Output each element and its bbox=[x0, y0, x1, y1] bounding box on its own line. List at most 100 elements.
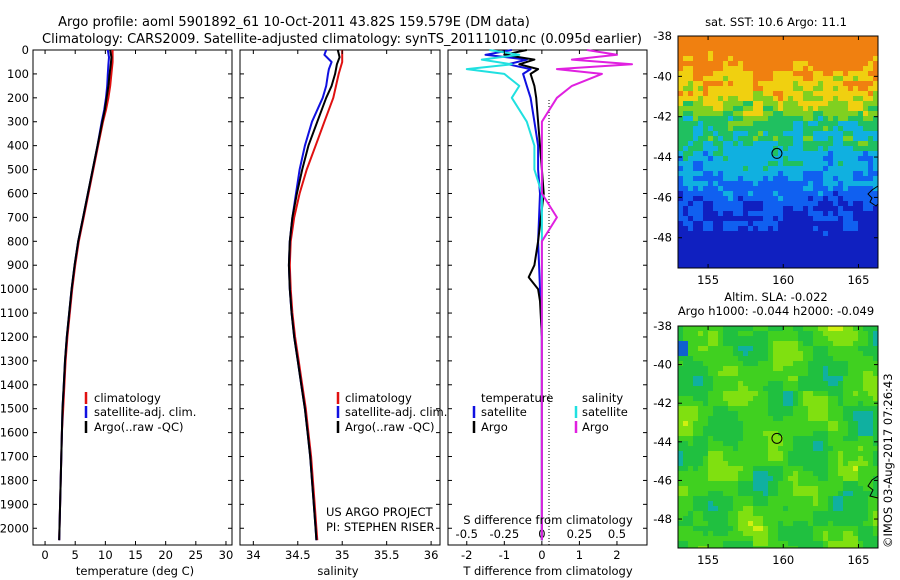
depth-tick-label: 400 bbox=[7, 139, 29, 153]
title-line-2: Climatology: CARS2009. Satellite-adjuste… bbox=[42, 32, 642, 47]
x-tick-label: 34.5 bbox=[285, 548, 311, 562]
depth-tick-label: 1200 bbox=[0, 330, 29, 344]
lat-tick-label: -48 bbox=[653, 231, 672, 245]
temperature-legend: climatology satellite-adj. clim. Argo(..… bbox=[84, 391, 196, 434]
lat-tick-label: -46 bbox=[653, 190, 672, 204]
t-difference-axis-label: T difference from climatology bbox=[462, 564, 633, 578]
lat-tick-label: -44 bbox=[653, 150, 672, 164]
s-tick-label: 0.5 bbox=[608, 527, 626, 541]
legend-argo-raw: Argo(..raw -QC) bbox=[94, 420, 184, 434]
salinity-tick-labels: 34 34.5 35 35.5 36 bbox=[246, 548, 438, 562]
depth-tick-label: 1000 bbox=[0, 282, 29, 296]
lon-tick-label: 160 bbox=[772, 273, 794, 287]
legend-satellite-adj: satellite-adj. clim. bbox=[94, 405, 196, 419]
x-tick-label: -1 bbox=[499, 548, 510, 562]
s-tick-label: 0.25 bbox=[567, 527, 593, 541]
x-tick-label: 0 bbox=[538, 548, 545, 562]
depth-tick-label: 1500 bbox=[0, 402, 29, 416]
depth-tick-label: 2000 bbox=[0, 521, 29, 535]
legend-s-satellite: satellite bbox=[582, 405, 628, 419]
salinity-axis-label: salinity bbox=[317, 564, 358, 578]
temperature-axis-label: temperature (deg C) bbox=[76, 564, 194, 578]
x-tick-label: 35 bbox=[335, 548, 350, 562]
difference-panel: -2 -1 0 1 2 -0.5 -0.25 0 0.25 0.5 S difference f… bbox=[447, 49, 648, 578]
depth-tick-label: 1900 bbox=[0, 497, 29, 511]
sst-lon-labels: 155 160 165 bbox=[697, 36, 869, 287]
s-difference-tick-labels: -0.5 -0.25 0 0.25 0.5 bbox=[456, 527, 627, 541]
series-line-salinity-satellite bbox=[465, 49, 543, 541]
coastline bbox=[867, 475, 879, 499]
salinity-legend: climatology satellite-adj. clim. Argo(..… bbox=[336, 391, 447, 434]
legend-t-satellite: satellite bbox=[481, 405, 527, 419]
x-tick-label: 2 bbox=[613, 548, 620, 562]
x-tick-label: 36 bbox=[424, 548, 439, 562]
depth-tick-label: 1300 bbox=[0, 354, 29, 368]
lat-tick-label: -40 bbox=[653, 358, 672, 372]
depth-tick-labels: 0 100 200 300 400 500 600 700 800 900 1000 1100 1200… bbox=[0, 43, 29, 535]
depth-tick-label: 700 bbox=[7, 210, 29, 224]
series-line-temperature-satellite bbox=[484, 49, 543, 541]
x-tick-label: 1 bbox=[576, 548, 583, 562]
depth-tick-label: 800 bbox=[7, 234, 29, 248]
x-tick-label: 5 bbox=[72, 548, 79, 562]
sla-map-title: Altim. SLA: -0.022 bbox=[724, 290, 828, 304]
sla-heatmap bbox=[678, 326, 878, 548]
sla-lon-labels: 155 160 165 bbox=[697, 326, 869, 567]
depth-tick-label: 100 bbox=[7, 67, 29, 81]
lat-tick-label: -42 bbox=[653, 396, 672, 410]
legend-climatology: climatology bbox=[345, 391, 412, 405]
project-credit: US ARGO PROJECT bbox=[326, 505, 434, 519]
salinity-panel: 34 34.5 35 35.5 36 salinity climatology sate… bbox=[239, 49, 447, 578]
lat-tick-label: -48 bbox=[653, 512, 672, 526]
imos-credit: ©IMOS 03-Aug-2017 07:26:43 bbox=[881, 373, 895, 548]
depth-tick-label: 900 bbox=[7, 258, 29, 272]
series-line-temperature-argo bbox=[503, 49, 545, 541]
lon-tick-label: 155 bbox=[697, 273, 719, 287]
salinity-lines bbox=[287, 49, 344, 541]
x-tick-label: 34 bbox=[246, 548, 261, 562]
sst-map-title: sat. SST: 10.6 Argo: 11.1 bbox=[705, 15, 847, 29]
lon-tick-label: 160 bbox=[772, 553, 794, 567]
depth-tick-label: 1800 bbox=[0, 473, 29, 487]
lat-tick-label: -38 bbox=[653, 29, 672, 43]
s-difference-axis-label: S difference from climatology bbox=[463, 513, 633, 527]
lat-tick-label: -46 bbox=[653, 473, 672, 487]
x-tick-label: 0 bbox=[41, 548, 48, 562]
title-line-1: Argo profile: aoml 5901892_61 10-Oct-201… bbox=[58, 15, 530, 30]
x-tick-label: -2 bbox=[461, 548, 472, 562]
legend-climatology: climatology bbox=[94, 391, 161, 405]
legend-argo-raw: Argo(..raw -QC) bbox=[345, 420, 435, 434]
s-tick-label: -0.5 bbox=[456, 527, 478, 541]
lon-tick-label: 165 bbox=[847, 273, 869, 287]
sst-heatmap bbox=[678, 36, 878, 268]
temperature-tick-labels: 0 5 10 15 20 25 30 bbox=[41, 548, 233, 562]
series-line-argo-raw-qc- bbox=[287, 49, 341, 541]
depth-tick-label: 1400 bbox=[0, 378, 29, 392]
argo-float-marker bbox=[771, 147, 783, 159]
depth-tick-label: 300 bbox=[7, 115, 29, 129]
x-tick-label: 30 bbox=[219, 548, 234, 562]
x-tick-label: 15 bbox=[128, 548, 143, 562]
sla-lat-labels: -38 -40 -42 -44 -46 -48 bbox=[653, 319, 878, 526]
temperature-panel: 0100200300400500600700800900100011001200… bbox=[0, 43, 233, 578]
lon-tick-label: 155 bbox=[697, 553, 719, 567]
sla-map-subtitle: Argo h1000: -0.044 h2000: -0.049 bbox=[678, 304, 874, 318]
depth-tick-label: 1100 bbox=[0, 306, 29, 320]
legend-t-argo: Argo bbox=[481, 420, 508, 434]
sst-lat-labels: -38 -40 -42 -44 -46 -48 bbox=[653, 29, 878, 245]
lat-tick-label: -40 bbox=[653, 69, 672, 83]
depth-tick-label: 200 bbox=[7, 91, 29, 105]
depth-tick-label: 500 bbox=[7, 163, 29, 177]
legend-s-argo: Argo bbox=[582, 420, 609, 434]
argo-float-marker bbox=[771, 432, 783, 444]
depth-tick-label: 600 bbox=[7, 186, 29, 200]
t-difference-tick-labels: -2 -1 0 1 2 bbox=[461, 548, 621, 562]
lat-tick-label: -42 bbox=[653, 110, 672, 124]
s-tick-label: -0.25 bbox=[489, 527, 519, 541]
depth-tick-label: 1700 bbox=[0, 450, 29, 464]
pi-credit: PI: STEPHEN RISER bbox=[326, 520, 435, 534]
depth-tick-label: 0 bbox=[22, 43, 29, 57]
coastline bbox=[867, 185, 879, 207]
x-tick-label: 10 bbox=[98, 548, 113, 562]
